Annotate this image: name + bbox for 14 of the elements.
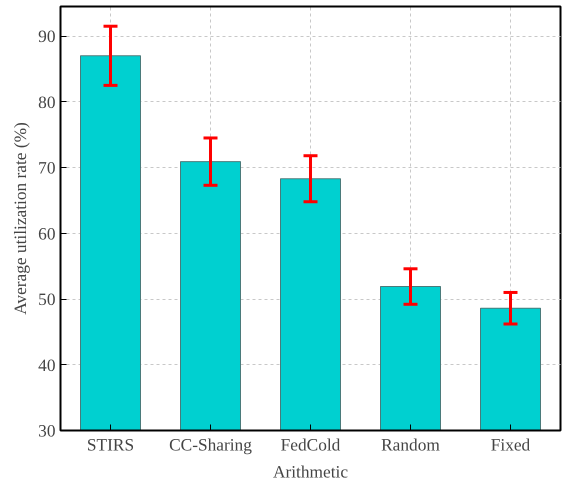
y-axis-title: Average utilization rate (%) — [11, 122, 30, 315]
y-tick-label: 60 — [38, 224, 56, 244]
x-tick-label: FedCold — [280, 436, 341, 454]
y-tick-label: 50 — [38, 290, 56, 310]
x-tick-label: CC-Sharing — [169, 436, 252, 454]
y-tick-label: 80 — [38, 92, 56, 112]
x-tick-label: STIRS — [86, 436, 134, 454]
y-tick-label: 90 — [38, 27, 56, 46]
x-axis-title: Arithmetic — [272, 462, 348, 482]
y-tick-label: 70 — [38, 158, 56, 178]
y-tick-label: 40 — [38, 356, 56, 375]
x-tick-label: Random — [381, 436, 440, 454]
y-tick-label: 30 — [38, 422, 56, 440]
x-tick-label: Fixed — [490, 436, 531, 454]
